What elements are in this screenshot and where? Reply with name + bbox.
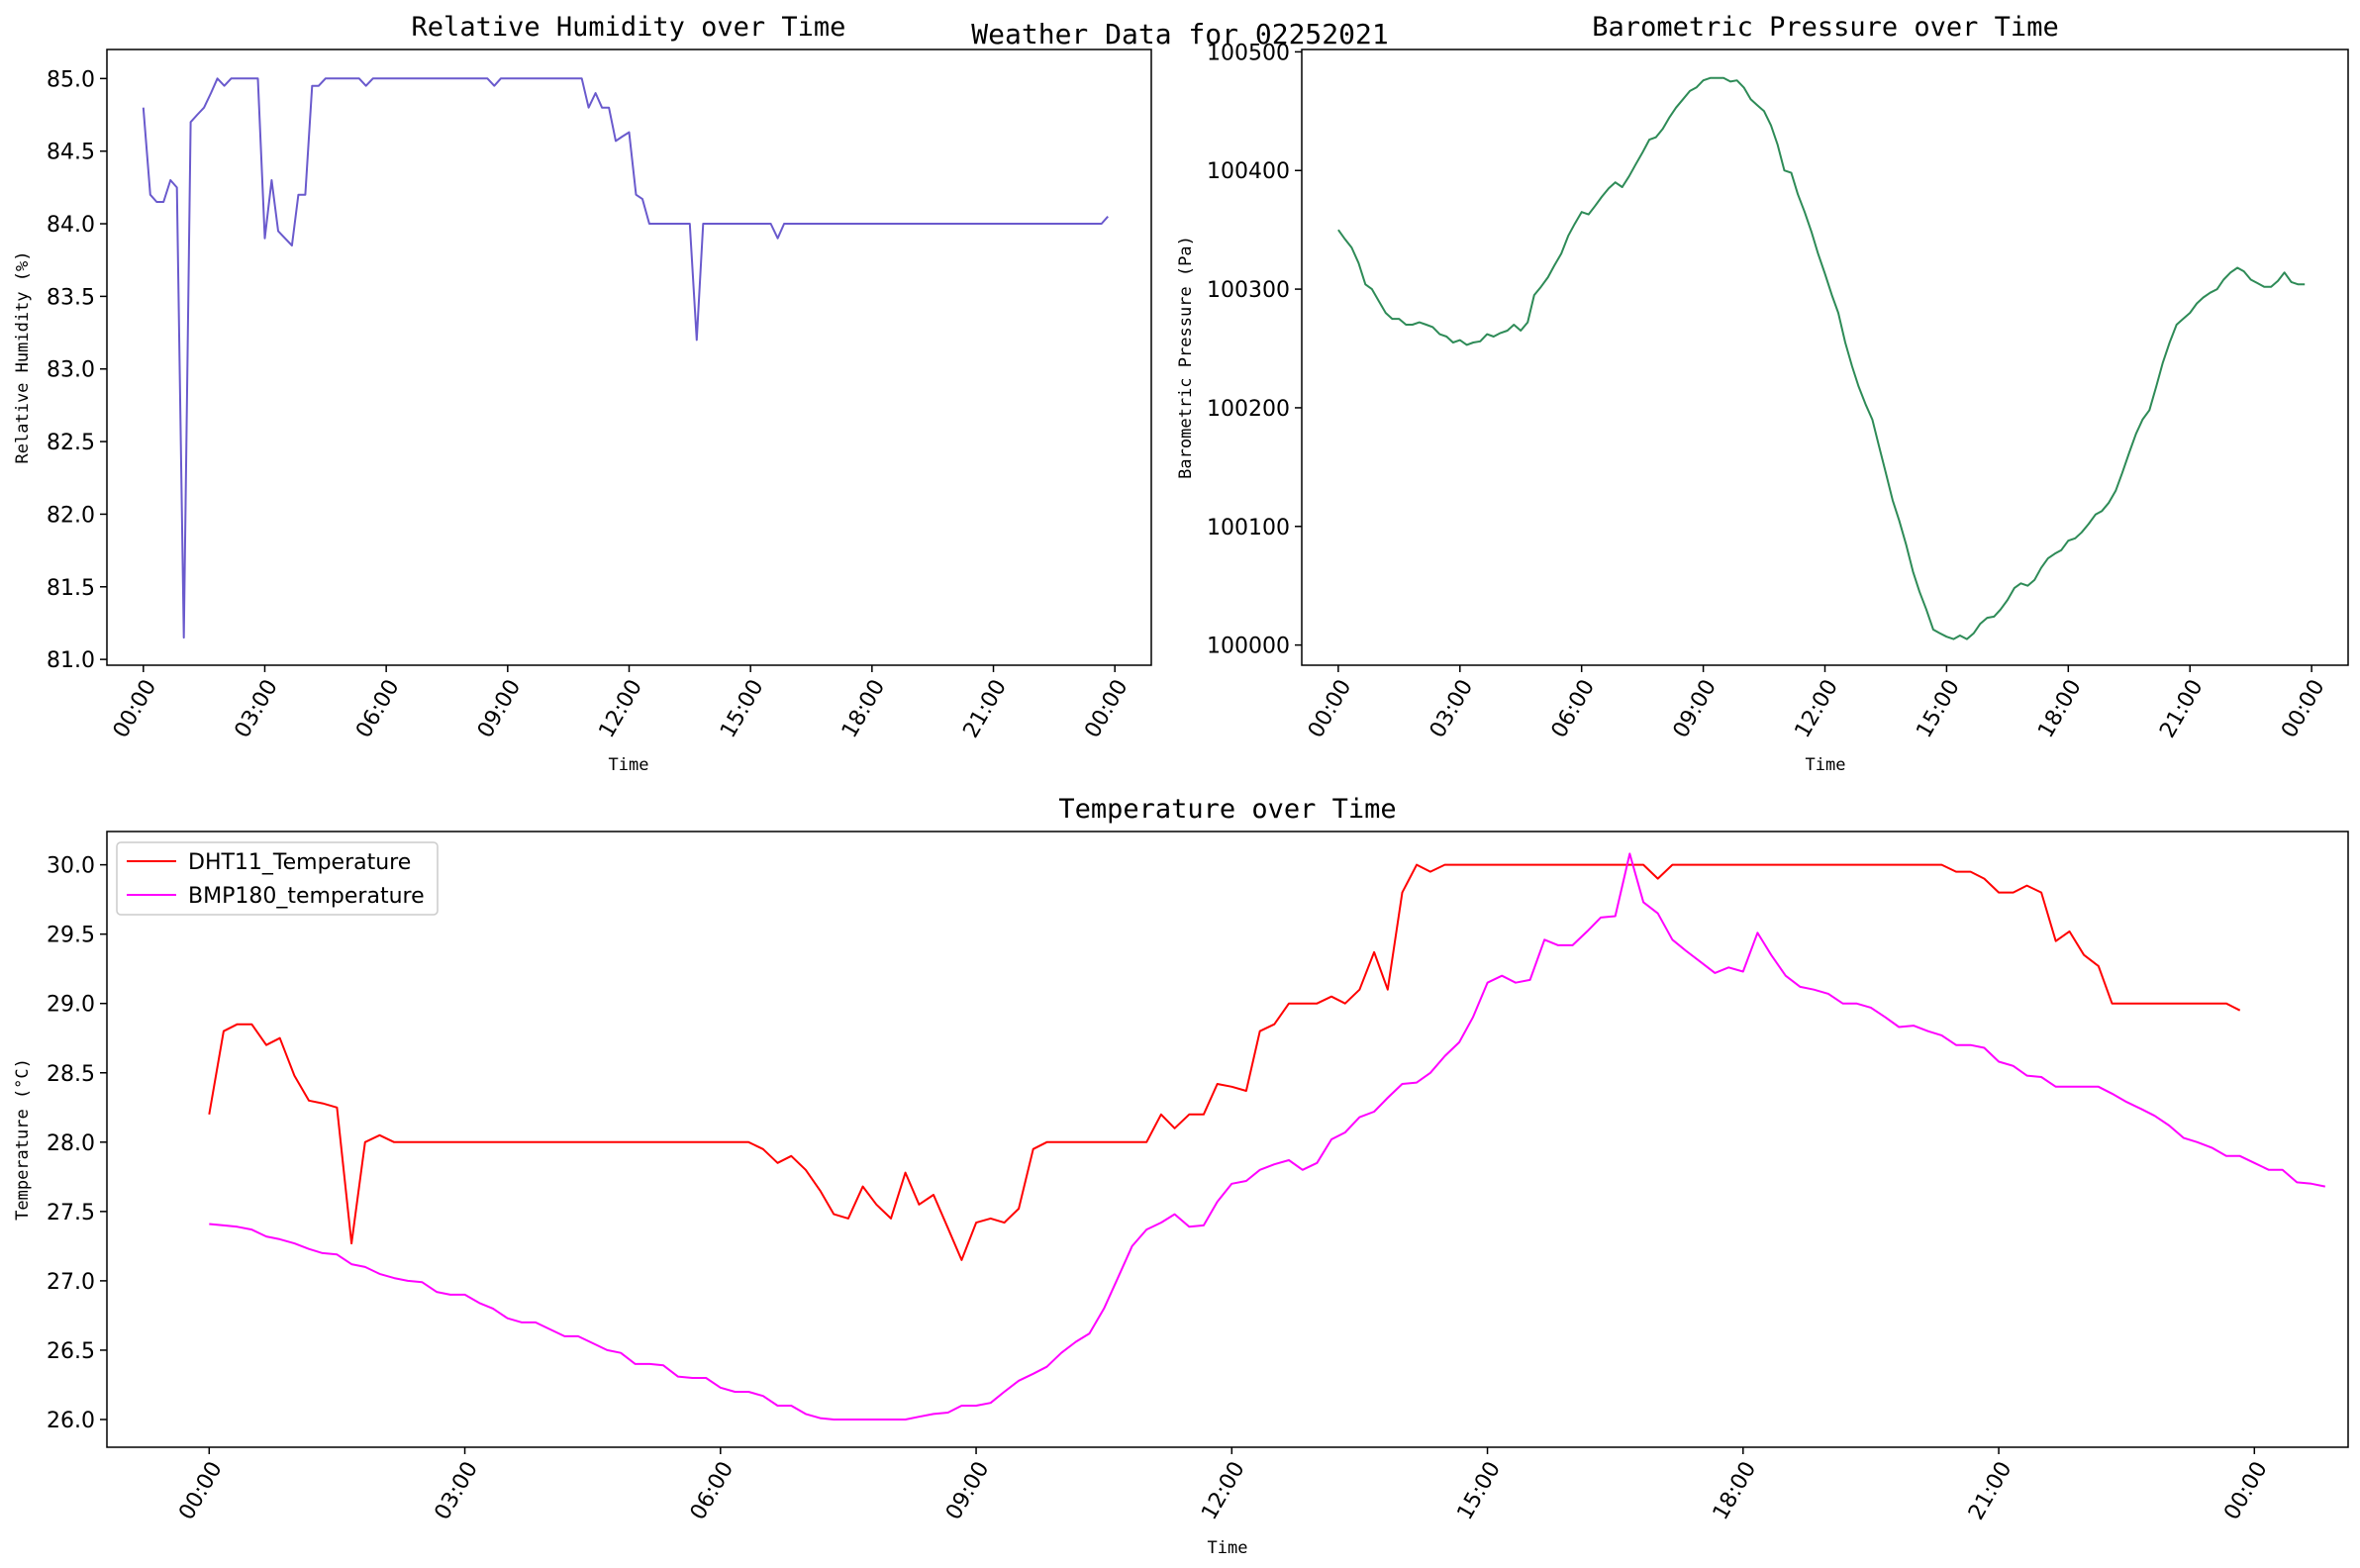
humidity-y-tick-label: 84.5 (47, 141, 95, 165)
figure-suptitle: Weather Data for 02252021 (971, 18, 1388, 50)
pressure-lines (1337, 76, 2306, 640)
humidity-y-tick-label: 81.5 (47, 576, 95, 601)
legend-label-dht11: DHT11_Temperature (188, 850, 411, 875)
humidity-y-tick-label: 83.0 (47, 358, 95, 383)
humidity-y-axis-label: Relative Humidity (%) (13, 251, 33, 464)
temperature-y-tick-label: 27.5 (47, 1201, 95, 1225)
humidity-y-tick-label: 84.0 (47, 213, 95, 238)
pressure-title: Barometric Pressure over Time (1592, 12, 2058, 43)
temperature-lines (208, 852, 2325, 1421)
temperature-y-tick-label: 28.0 (47, 1131, 95, 1156)
legend-label-bmp180: BMP180_temperature (188, 884, 425, 909)
temperature-x-axis-label: Time (1208, 1538, 1248, 1558)
temperature-axes-frame (106, 831, 2349, 1448)
temperature-title: Temperature over Time (1058, 794, 1396, 825)
humidity-y-tick-label: 83.5 (47, 285, 95, 310)
pressure-ticks: 00:00 03:00 06:00 09:00 12:00 15:00 18:00 21:00… (1207, 41, 2330, 742)
temperature-series-line-dht11-temperature (208, 863, 2241, 1261)
humidity-y-tick-label: 81.0 (47, 648, 95, 673)
temperature-y-axis-label: Temperature (°C) (13, 1058, 33, 1221)
pressure-y-tick-label: 100400 (1207, 159, 1290, 184)
pressure-y-tick-label: 100000 (1207, 635, 1290, 659)
pressure-y-tick-label: 100100 (1207, 516, 1290, 540)
pressure-x-axis-label: Time (1806, 755, 1846, 775)
pressure-series-line-barometric-pressure (1337, 76, 2306, 640)
pressure-y-tick-label: 100300 (1207, 278, 1290, 303)
temperature-y-tick-label: 30.0 (47, 854, 95, 879)
pressure-y-tick-label: 100500 (1207, 41, 1290, 65)
temperature-y-tick-label: 27.0 (47, 1270, 95, 1295)
temperature-y-tick-label: 26.0 (47, 1409, 95, 1433)
temperature-series-line-bmp180-temperature (209, 852, 2325, 1421)
temperature-panel: Temperature over Time Time Temperature (… (13, 794, 2349, 1558)
humidity-series-line-relative-humidity (142, 77, 1109, 639)
temperature-legend: DHT11_Temperature BMP180_temperature (116, 841, 439, 916)
temperature-y-tick-label: 26.5 (47, 1339, 95, 1364)
temperature-y-tick-label: 28.5 (47, 1062, 95, 1087)
legend-box (116, 841, 439, 916)
humidity-lines (142, 77, 1109, 639)
humidity-title: Relative Humidity over Time (412, 12, 846, 43)
humidity-y-tick-label: 85.0 (47, 67, 95, 92)
temperature-y-tick-label: 29.0 (47, 993, 95, 1018)
temperature-y-tick-label: 29.5 (47, 924, 95, 948)
pressure-y-axis-label: Barometric Pressure (Pa) (1176, 236, 1196, 479)
humidity-x-axis-label: Time (609, 755, 649, 775)
humidity-y-tick-label: 82.0 (47, 503, 95, 528)
pressure-panel: Barometric Pressure over Time Time Barom… (1176, 12, 2349, 775)
pressure-y-tick-label: 100200 (1207, 397, 1290, 422)
humidity-y-tick-label: 82.5 (47, 431, 95, 455)
